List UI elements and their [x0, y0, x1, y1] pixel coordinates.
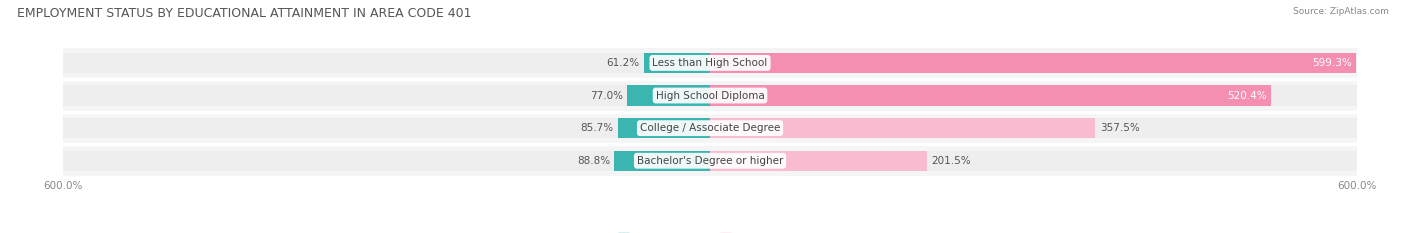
Text: 599.3%: 599.3% [1312, 58, 1351, 68]
Text: 85.7%: 85.7% [581, 123, 613, 133]
Text: High School Diploma: High School Diploma [655, 91, 765, 100]
Legend: In Labor Force, Unemployed: In Labor Force, Unemployed [614, 229, 806, 233]
Bar [63, 48, 1357, 78]
Text: Bachelor's Degree or higher: Bachelor's Degree or higher [637, 156, 783, 166]
Bar [710, 53, 1355, 73]
Text: Less than High School: Less than High School [652, 58, 768, 68]
Bar [63, 53, 1357, 73]
Bar [63, 81, 1357, 110]
Bar [63, 118, 1357, 138]
Text: 77.0%: 77.0% [589, 91, 623, 100]
Bar [63, 113, 1357, 143]
Bar [614, 151, 710, 171]
Bar [617, 118, 710, 138]
Bar [710, 86, 1271, 106]
Text: 357.5%: 357.5% [1099, 123, 1139, 133]
Bar [710, 118, 1095, 138]
Bar [710, 151, 927, 171]
Text: EMPLOYMENT STATUS BY EDUCATIONAL ATTAINMENT IN AREA CODE 401: EMPLOYMENT STATUS BY EDUCATIONAL ATTAINM… [17, 7, 471, 20]
Bar [627, 86, 710, 106]
Text: College / Associate Degree: College / Associate Degree [640, 123, 780, 133]
Text: 88.8%: 88.8% [576, 156, 610, 166]
Text: 520.4%: 520.4% [1227, 91, 1267, 100]
Bar [63, 146, 1357, 176]
Text: 201.5%: 201.5% [932, 156, 972, 166]
Bar [63, 86, 1357, 106]
Text: 61.2%: 61.2% [606, 58, 640, 68]
Text: Source: ZipAtlas.com: Source: ZipAtlas.com [1294, 7, 1389, 16]
Bar [644, 53, 710, 73]
Bar [63, 151, 1357, 171]
